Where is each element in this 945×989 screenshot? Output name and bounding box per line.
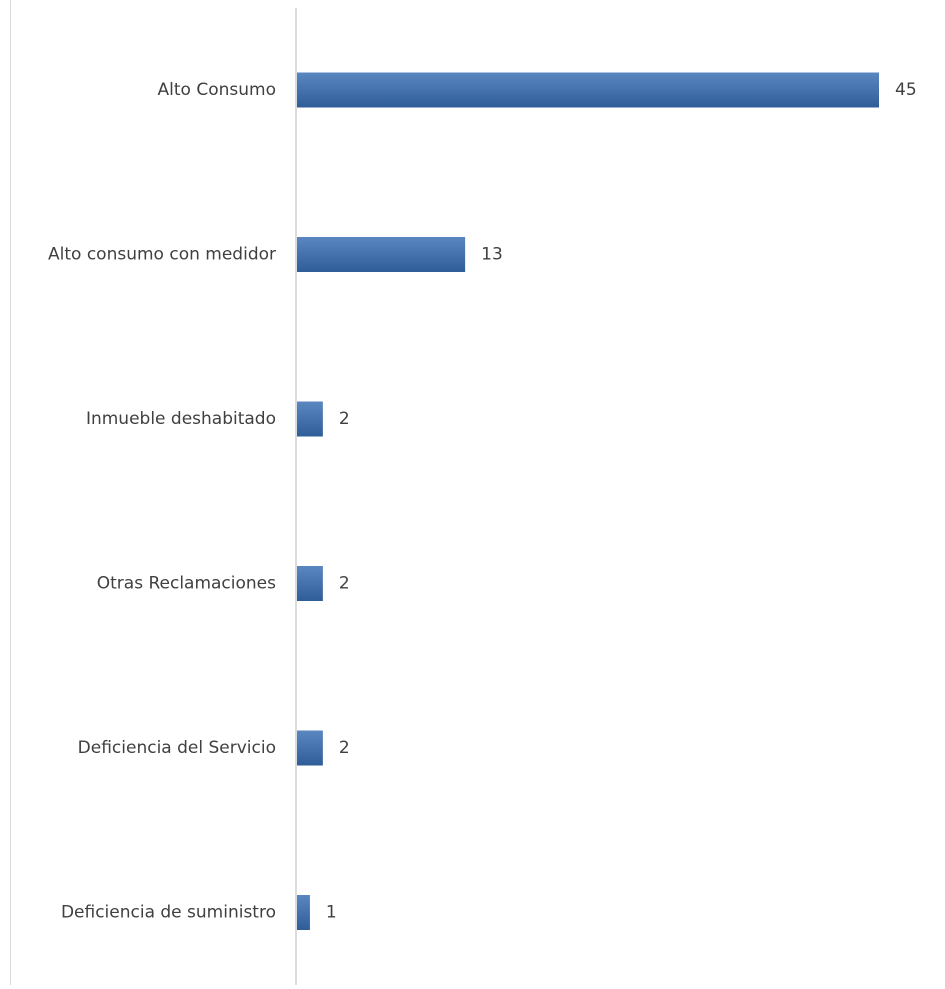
data-label-deficiencia-del-servicio: 2	[339, 738, 350, 758]
bar-deficiencia-de-suministro	[297, 895, 310, 930]
chart-left-border	[10, 0, 11, 985]
bar-inmueble-deshabitado	[297, 401, 323, 437]
bar-otras-reclamaciones	[297, 566, 323, 601]
category-label-alto-consumo: Alto Consumo	[158, 80, 276, 100]
bar-alto-consumo-con-medidor	[297, 237, 466, 272]
category-label-inmueble-deshabitado: Inmueble deshabitado	[86, 409, 276, 429]
data-label-inmueble-deshabitado: 2	[339, 409, 350, 429]
data-label-alto-consumo-con-medidor: 13	[481, 245, 503, 265]
category-label-otras-reclamaciones: Otras Reclamaciones	[97, 574, 276, 594]
category-labels-group: Alto Consumo Alto consumo con medidor Inmu…	[48, 80, 276, 923]
data-label-otras-reclamaciones: 2	[339, 574, 350, 594]
bars-group	[297, 72, 879, 930]
category-label-alto-consumo-con-medidor: Alto consumo con medidor	[48, 245, 276, 265]
bar-deficiencia-del-servicio	[297, 730, 323, 766]
category-label-deficiencia-de-suministro: Deficiencia de suministro	[61, 903, 276, 923]
data-label-alto-consumo: 45	[895, 80, 917, 100]
bar-alto-consumo	[297, 72, 879, 108]
category-label-deficiencia-del-servicio: Deficiencia del Servicio	[78, 738, 276, 758]
data-label-deficiencia-de-suministro: 1	[326, 903, 337, 923]
data-labels-group: 45 13 2 2 2 1	[326, 80, 917, 923]
